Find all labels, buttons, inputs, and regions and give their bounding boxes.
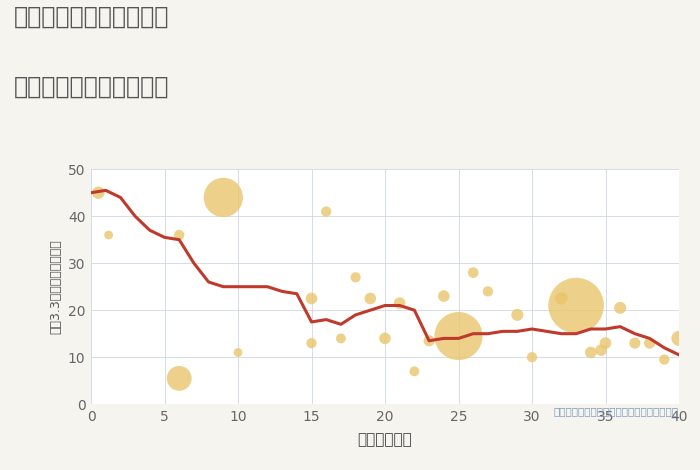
Point bbox=[335, 335, 346, 342]
Text: 円の大きさは、取引のあった物件面積を示す: 円の大きさは、取引のあった物件面積を示す bbox=[554, 407, 679, 416]
Point bbox=[409, 368, 420, 375]
Point bbox=[556, 295, 567, 302]
Point bbox=[232, 349, 244, 356]
Point bbox=[365, 295, 376, 302]
Point bbox=[424, 337, 435, 345]
Point bbox=[218, 194, 229, 201]
Point bbox=[512, 311, 523, 319]
Point bbox=[615, 304, 626, 312]
Point bbox=[526, 353, 538, 361]
Point bbox=[438, 292, 449, 300]
Point bbox=[600, 339, 611, 347]
Point bbox=[92, 189, 104, 196]
Point bbox=[673, 335, 685, 342]
Y-axis label: 平（3.3㎡）単価（万円）: 平（3.3㎡）単価（万円） bbox=[49, 239, 62, 334]
Point bbox=[103, 231, 114, 239]
Point bbox=[174, 231, 185, 239]
Text: 築年数別中古戸建て価格: 築年数別中古戸建て価格 bbox=[14, 75, 169, 99]
Point bbox=[482, 288, 493, 295]
Point bbox=[644, 339, 655, 347]
Point bbox=[350, 274, 361, 281]
Point bbox=[629, 339, 641, 347]
Text: 岐阜県海津市平田町岡の: 岐阜県海津市平田町岡の bbox=[14, 5, 169, 29]
Point bbox=[174, 375, 185, 382]
Point bbox=[306, 339, 317, 347]
Point bbox=[468, 269, 479, 276]
Point bbox=[585, 349, 596, 356]
Point bbox=[570, 302, 582, 309]
Point bbox=[453, 332, 464, 340]
Point bbox=[659, 356, 670, 363]
Point bbox=[394, 299, 405, 307]
X-axis label: 築年数（年）: 築年数（年） bbox=[358, 432, 412, 447]
Point bbox=[596, 346, 607, 354]
Point bbox=[306, 295, 317, 302]
Point bbox=[379, 335, 391, 342]
Point bbox=[321, 208, 332, 215]
